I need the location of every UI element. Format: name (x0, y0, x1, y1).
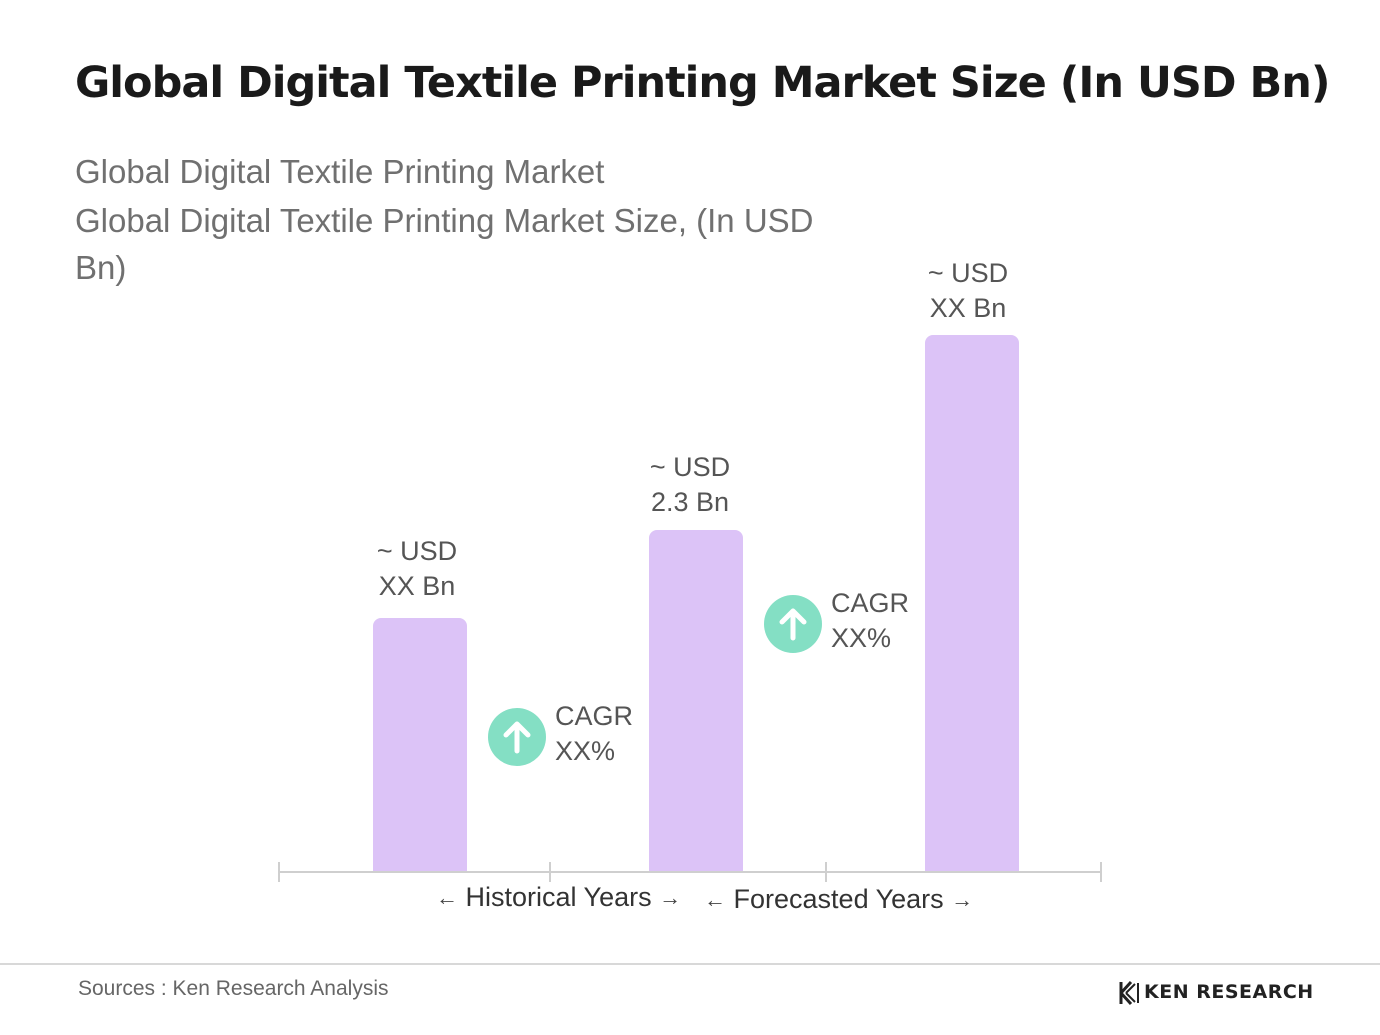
right-arrow-icon: → (951, 887, 974, 912)
bar-2 (649, 530, 743, 872)
bar-2-label-line-1: ~ USD (649, 452, 731, 482)
right-arrow-icon: → (659, 885, 682, 910)
cagr-2-value: XX% (831, 623, 892, 653)
bar-2-data-label: ~ USD 2.3 Bn (580, 450, 800, 520)
subtitle-line-3: Bn) (75, 249, 127, 286)
subtitle-line-2: Global Digital Textile Printing Market S… (75, 202, 814, 239)
cagr-up-arrow-icon (488, 708, 546, 766)
cagr-1-value: XX% (555, 736, 616, 766)
cagr-2-label: CAGR (831, 588, 910, 618)
bar-3-data-label: ~ USD XX Bn (858, 256, 1078, 326)
x-axis-tick (278, 862, 280, 882)
logo-text: KEN RESEARCH (1144, 981, 1314, 1003)
cagr-1-label: CAGR (555, 701, 634, 731)
bar-1-data-label: ~ USD XX Bn (307, 534, 527, 604)
cagr-2-text: CAGR XX% (831, 586, 909, 656)
x-axis-line (278, 871, 1102, 873)
bar-3-label-line-2: XX Bn (929, 293, 1007, 323)
bar-3 (925, 335, 1019, 872)
bar-1-label-line-1: ~ USD (376, 536, 458, 566)
cagr-up-arrow-icon (764, 595, 822, 653)
x-axis-tick (825, 862, 827, 882)
x-axis-tick (549, 862, 551, 882)
bar-2-label-line-2: 2.3 Bn (650, 487, 730, 517)
ken-research-logo-icon (1119, 980, 1139, 1006)
chart-title: Global Digital Textile Printing Market S… (75, 58, 1331, 108)
bar-1 (373, 618, 467, 872)
cagr-1-text: CAGR XX% (555, 699, 633, 769)
bar-1-label-line-2: XX Bn (378, 571, 456, 601)
x-axis-tick (1100, 862, 1102, 882)
forecasted-years-text: Forecasted Years (733, 884, 944, 914)
forecasted-years-label: ← Forecasted Years → (704, 884, 973, 915)
source-note: Sources : Ken Research Analysis (78, 977, 389, 1000)
footer-divider (0, 963, 1380, 965)
left-arrow-icon: ← (704, 887, 726, 912)
left-arrow-icon: ← (436, 885, 458, 910)
historical-years-text: Historical Years (465, 882, 652, 912)
subtitle-line-1: Global Digital Textile Printing Market (75, 153, 605, 190)
historical-years-label: ← Historical Years → (436, 882, 681, 913)
bar-3-label-line-1: ~ USD (927, 258, 1009, 288)
